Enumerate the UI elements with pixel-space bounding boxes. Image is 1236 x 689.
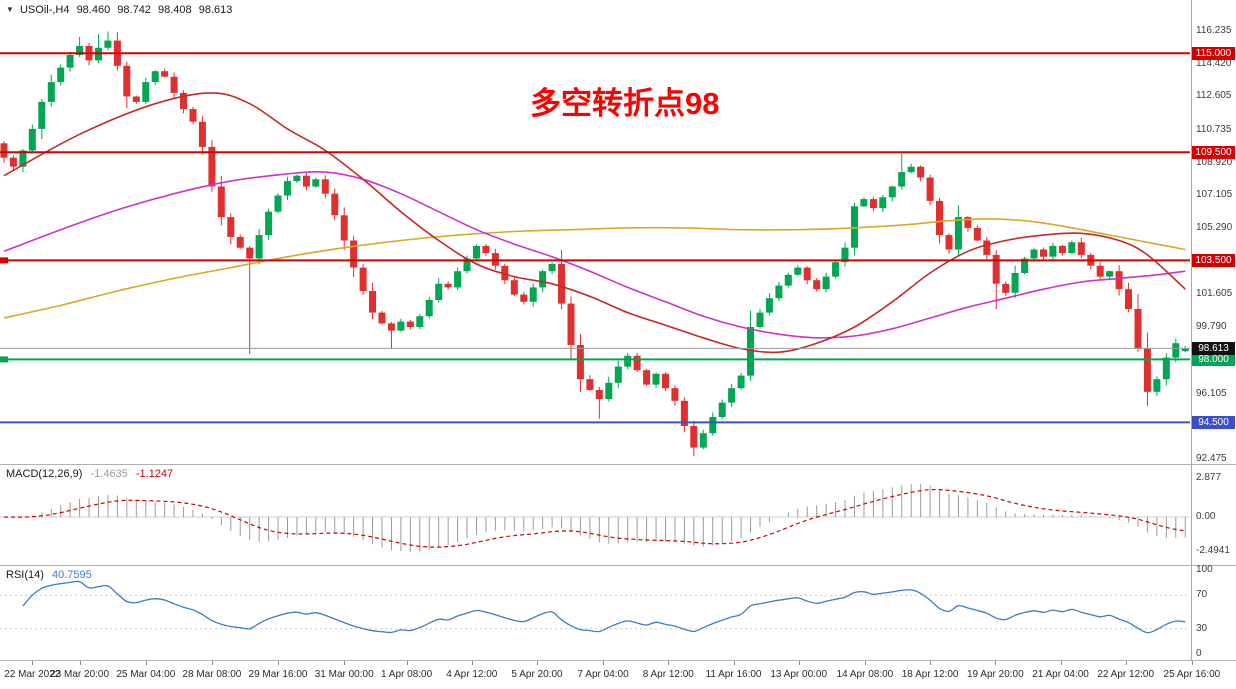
time-axis-label: 14 Apr 08:00 — [836, 669, 894, 680]
time-axis-tick — [668, 661, 670, 665]
macd-axis-label: 0.00 — [1196, 511, 1216, 522]
ohlc-high: 98.742 — [117, 4, 151, 16]
price-axis-label: 99.790 — [1196, 321, 1227, 333]
macd-histogram — [12, 484, 1186, 552]
ohlc-low: 98.408 — [158, 4, 192, 16]
rsi-axis-label: 70 — [1196, 589, 1208, 601]
price-axis-label: 110.735 — [1196, 124, 1232, 136]
time-axis-label: 19 Apr 20:00 — [966, 669, 1024, 680]
time-axis-tick — [344, 661, 346, 665]
macd-axis-label: -2.4941 — [1196, 544, 1230, 556]
time-axis-label: 29 Mar 16:00 — [248, 669, 308, 680]
time-axis-tick — [1125, 661, 1127, 665]
macd-signal-value: -1.1247 — [135, 468, 174, 480]
time-axis-label: 25 Apr 16:00 — [1163, 669, 1221, 680]
macd-main-value: -1.4635 — [90, 468, 128, 480]
time-axis-tick — [278, 661, 279, 665]
time-axis-tick — [864, 661, 866, 665]
candlesticks[interactable] — [0, 31, 1189, 457]
time-axis-label: 11 Apr 16:00 — [705, 669, 762, 680]
time-axis-label: 1 Apr 08:00 — [381, 669, 433, 680]
rsi-axis-label: 100 — [1196, 564, 1213, 575]
main-chart-panel[interactable] — [0, 0, 1191, 464]
time-axis-tick — [406, 661, 408, 665]
time-axis-label: 7 Apr 04:00 — [577, 669, 629, 680]
time-axis-label: 18 Apr 12:00 — [901, 669, 959, 680]
price-axis-divider — [1191, 0, 1192, 661]
rsi-indicator-label: RSI(14) 40.7595 — [6, 569, 97, 581]
time-axis-label: 8 Apr 12:00 — [642, 669, 694, 680]
price-axis-label: 114.420 — [1196, 57, 1232, 69]
rsi-name: RSI(14) — [6, 569, 44, 581]
ohlc-open: 98.460 — [76, 4, 111, 16]
macd-indicator-label: MACD(12,26,9) -1.4635 -1.1247 — [6, 468, 178, 480]
time-axis-tick — [211, 661, 213, 665]
time-axis-tick — [1060, 661, 1062, 665]
rsi-panel[interactable] — [0, 566, 1191, 660]
time-axis-tick — [1191, 661, 1193, 665]
ma-orange-line — [3, 218, 1186, 319]
current-price-tag: 98.613 — [1192, 341, 1235, 355]
rsi-timeaxis-separator — [0, 660, 1236, 661]
ma-magenta-line — [3, 170, 1186, 339]
time-axis-tick — [603, 661, 605, 665]
price-axis-label: 101.605 — [1196, 288, 1233, 300]
rsi-axis-label: 0 — [1196, 648, 1202, 659]
macd-rsi-separator — [0, 565, 1236, 566]
time-axis-label: 4 Apr 12:00 — [446, 669, 498, 680]
price-axis[interactable]: 116.235 114.420 112.605 110.735 108.920 107.1… — [1192, 0, 1236, 689]
main-macd-separator — [0, 464, 1236, 465]
price-tag-98.000: 98.000 — [1192, 352, 1235, 366]
time-axis-tick — [733, 661, 735, 665]
rsi-axis-label: 30 — [1196, 622, 1208, 634]
chart-text-annotation[interactable]: 多空转折点98 — [530, 86, 720, 121]
time-axis-label: 25 Mar 04:00 — [116, 669, 176, 680]
price-axis-label: 105.290 — [1196, 222, 1233, 234]
time-axis-tick — [930, 661, 932, 665]
time-axis-tick — [537, 661, 538, 665]
price-axis-label: 108.920 — [1196, 156, 1233, 168]
time-axis-tick — [32, 661, 34, 665]
price-tag-115.000: 115.000 — [1192, 46, 1235, 60]
rsi-line — [22, 580, 1186, 634]
price-axis-label: 96.105 — [1196, 387, 1227, 399]
time-axis-label: 23 Mar 20:00 — [50, 669, 110, 680]
symbol-timeframe: USOil-,H4 — [19, 4, 70, 16]
ohlc-close: 98.613 — [198, 4, 233, 16]
time-axis-label: 5 Apr 20:00 — [511, 669, 563, 680]
time-axis-label: 22 Mar 2022 — [4, 669, 61, 680]
price-axis-label: 116.235 — [1196, 24, 1232, 36]
macd-signal-line — [3, 488, 1186, 548]
time-axis-label: 28 Mar 08:00 — [182, 669, 242, 680]
macd-panel[interactable] — [0, 465, 1191, 565]
macd-name: MACD(12,26,9) — [6, 468, 83, 480]
time-axis-tick — [79, 661, 81, 665]
time-axis-tick — [798, 661, 800, 665]
ohlc-info-bar: ▼ USOil-,H4 98.460 98.742 98.408 98.613 — [6, 4, 236, 16]
time-axis-tick — [145, 661, 147, 665]
macd-axis-label: 2.877 — [1196, 472, 1222, 484]
price-tag-94.500: 94.500 — [1192, 415, 1235, 429]
ma-red-line — [3, 92, 1186, 354]
price-axis-label: 92.475 — [1196, 452, 1227, 464]
time-axis[interactable]: 22 Mar 2022 23 Mar 20:00 25 Mar 04:00 28 Ma… — [0, 661, 1236, 689]
horizontal-level-lines[interactable] — [0, 52, 1190, 424]
rsi-value: 40.7595 — [51, 569, 92, 581]
price-tag-109.500: 109.500 — [1192, 145, 1235, 159]
time-axis-label: 22 Apr 12:00 — [1097, 669, 1155, 680]
time-axis-label: 13 Apr 00:00 — [770, 669, 828, 680]
time-axis-label: 31 Mar 00:00 — [314, 669, 374, 680]
time-axis-tick — [471, 661, 473, 665]
price-axis-label: 107.105 — [1196, 189, 1233, 201]
time-axis-label: 21 Apr 04:00 — [1032, 669, 1089, 680]
price-axis-label: 112.605 — [1196, 90, 1232, 102]
symbol-dropdown-icon[interactable]: ▼ — [6, 5, 14, 14]
time-axis-tick — [995, 661, 997, 665]
price-tag-103.500: 103.500 — [1192, 253, 1235, 267]
